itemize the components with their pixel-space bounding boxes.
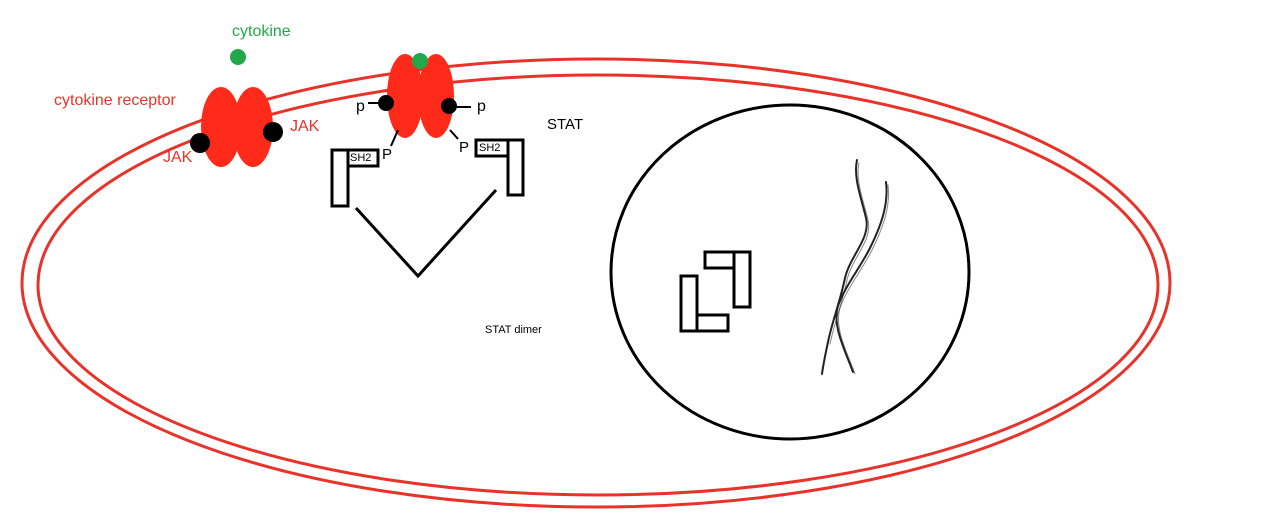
cytokine-receptor-label: cytokine receptor bbox=[54, 92, 176, 109]
nucleus bbox=[609, 103, 971, 441]
sh2-label-left: SH2 bbox=[350, 152, 372, 164]
jak-label-left: JAK bbox=[163, 149, 193, 166]
cytokine-receptor-active bbox=[368, 53, 471, 147]
stat-dimer-monomer-b-domain bbox=[703, 250, 736, 270]
cell-membrane-inner bbox=[36, 73, 1160, 497]
dna-double-helix bbox=[821, 159, 890, 375]
phosphate-label-upper-right: p bbox=[477, 98, 486, 115]
phosphate-label-upper-left: p bbox=[356, 98, 365, 115]
stat-left-body bbox=[330, 148, 350, 208]
cytokine-receptor-inactive bbox=[190, 87, 283, 167]
stat-monomer-left bbox=[330, 148, 380, 208]
stat-dimerization-arrow bbox=[354, 188, 498, 279]
cell-membrane bbox=[20, 57, 1172, 509]
phosphate-bond-lower-left bbox=[390, 129, 399, 147]
stat-right-body bbox=[506, 138, 525, 197]
bound-cytokine-molecule bbox=[412, 53, 428, 69]
active-receptor-subunit-right bbox=[418, 54, 454, 138]
free-cytokine-molecule bbox=[230, 49, 246, 65]
stat-dimer-label: STAT dimer bbox=[485, 324, 542, 336]
dna-strand-a-texture bbox=[829, 162, 870, 345]
phosphate-label-lower-left: P bbox=[382, 146, 393, 163]
jak-left-dot bbox=[190, 133, 210, 153]
stat-dimer-monomer-a-body bbox=[679, 274, 699, 333]
phosphate-label-lower-right: P bbox=[459, 139, 470, 156]
cell-membrane-outer bbox=[20, 57, 1172, 509]
active-jak-left-dot bbox=[378, 95, 394, 111]
stat-dimer-monomer-b-body bbox=[732, 250, 752, 309]
jak-label-right: JAK bbox=[290, 118, 320, 135]
dna-strand-a bbox=[821, 159, 868, 375]
stat-left-sh2-domain bbox=[346, 148, 380, 168]
receptor-subunit-left bbox=[201, 87, 241, 167]
stat-dimer-monomer-a-domain bbox=[695, 313, 730, 333]
active-receptor-subunit-left bbox=[387, 54, 423, 138]
jak-right-dot bbox=[263, 122, 283, 142]
active-jak-right-dot bbox=[441, 98, 457, 114]
receptor-subunit-right bbox=[233, 87, 273, 167]
stat-dimer-in-nucleus bbox=[679, 250, 752, 333]
dna-strand-b-texture bbox=[838, 184, 890, 375]
dna-strand-b bbox=[835, 181, 888, 373]
phosphate-bond-lower-right bbox=[449, 129, 459, 140]
cytokine-label: cytokine bbox=[232, 23, 291, 40]
stat-monomer-right bbox=[474, 138, 525, 197]
stat-label: STAT bbox=[547, 116, 584, 133]
sh2-label-right: SH2 bbox=[479, 142, 501, 154]
